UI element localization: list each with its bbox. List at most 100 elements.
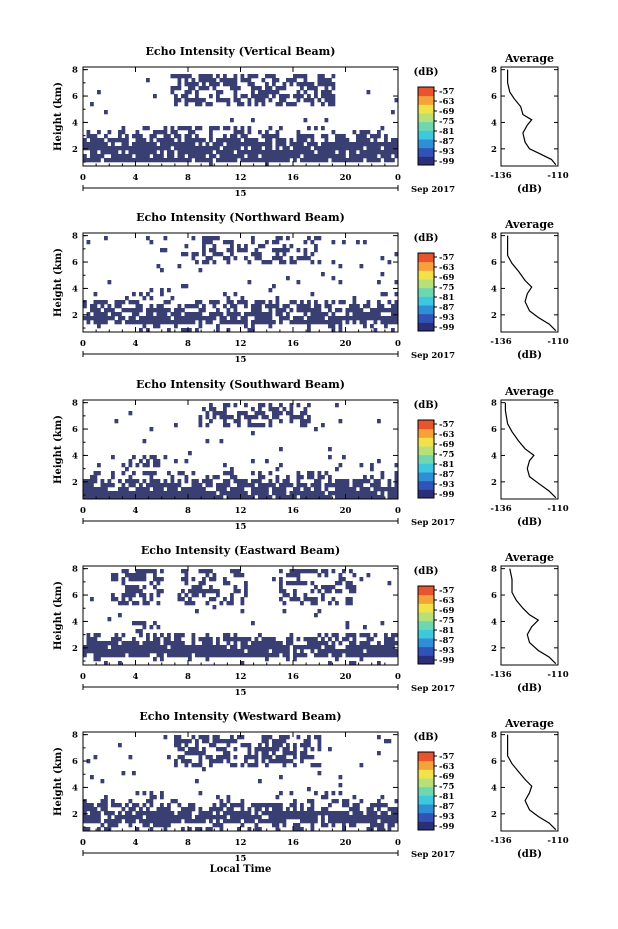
echo-cell xyxy=(380,308,385,313)
echo-cell xyxy=(170,312,175,317)
echo-cell xyxy=(314,791,318,796)
echo-cell xyxy=(86,146,91,151)
echo-cell xyxy=(310,134,315,139)
echo-cell xyxy=(184,815,189,820)
echo-cell xyxy=(237,491,241,496)
echo-cell xyxy=(338,300,343,305)
echo-cell xyxy=(135,629,140,634)
echo-cell xyxy=(394,138,399,143)
echo-cell xyxy=(300,755,304,760)
echo-cell xyxy=(212,82,217,87)
echo-cell xyxy=(272,158,276,163)
echo-cell xyxy=(181,597,185,602)
echo-cell xyxy=(226,795,231,800)
x-tick-label: 4 xyxy=(133,672,139,682)
echo-cell xyxy=(90,475,94,480)
echo-cell xyxy=(342,134,346,139)
avg-profile-line xyxy=(509,568,557,665)
echo-cell xyxy=(300,751,304,756)
echo-cell xyxy=(289,320,294,325)
echo-cell xyxy=(142,653,147,658)
colorbar-tick-label: -57 xyxy=(439,420,454,430)
x-tick-label: 0 xyxy=(80,173,86,183)
echo-cell xyxy=(177,479,182,484)
echo-cell xyxy=(342,142,346,147)
echo-cell xyxy=(345,158,350,163)
echo-cell xyxy=(195,158,199,163)
echo-cell xyxy=(233,487,238,492)
avg-y-tick-label: 2 xyxy=(491,145,497,155)
echo-cell xyxy=(177,158,182,163)
echo-cell xyxy=(216,487,220,492)
echo-cell xyxy=(149,593,154,598)
echo-cell xyxy=(335,467,339,472)
colorbar-segment xyxy=(418,279,434,289)
echo-cell xyxy=(265,487,269,492)
echo-cell xyxy=(359,819,364,824)
colorbar-segment xyxy=(418,121,434,131)
echo-cell xyxy=(286,479,290,484)
echo-cell xyxy=(279,585,283,590)
colorbar-segment xyxy=(418,760,434,770)
echo-cell xyxy=(345,320,350,325)
echo-cell xyxy=(324,320,329,325)
echo-cell xyxy=(170,150,175,155)
echo-cell xyxy=(279,589,283,594)
echo-cell xyxy=(251,755,255,760)
echo-cell xyxy=(254,150,259,155)
echo-cell xyxy=(373,819,378,824)
avg-y-tick-label: 6 xyxy=(491,425,497,435)
echo-cell xyxy=(359,150,364,155)
echo-cell xyxy=(219,649,224,654)
echo-cell xyxy=(177,739,182,744)
echo-cell xyxy=(156,308,161,313)
echo-cell xyxy=(90,134,94,139)
echo-cell xyxy=(377,130,381,135)
echo-cell xyxy=(209,312,213,317)
echo-cell xyxy=(307,787,311,792)
echo-cell xyxy=(275,803,280,808)
echo-cell xyxy=(370,807,374,812)
echo-cell xyxy=(205,811,210,816)
echo-cell xyxy=(331,86,336,91)
echo-cell xyxy=(275,649,280,654)
echo-cell xyxy=(135,815,140,820)
echo-cell xyxy=(244,811,248,816)
echo-cell xyxy=(202,138,206,143)
echo-cell xyxy=(345,649,350,654)
echo-cell xyxy=(324,312,329,317)
echo-cell xyxy=(226,423,231,428)
echo-cell xyxy=(149,597,154,602)
echo-cell xyxy=(303,308,308,313)
echo-cell xyxy=(387,581,392,586)
echo-cell xyxy=(289,403,294,408)
echo-cell xyxy=(310,471,315,476)
echo-cell xyxy=(107,483,112,488)
echo-cell xyxy=(132,593,136,598)
echo-cell xyxy=(83,827,87,832)
echo-cell xyxy=(380,126,385,131)
echo-cell xyxy=(247,649,252,654)
echo-cell xyxy=(93,312,98,317)
echo-cell xyxy=(265,150,269,155)
echo-cell xyxy=(345,487,350,492)
echo-cell xyxy=(198,74,203,79)
echo-cell xyxy=(244,316,248,321)
echo-cell xyxy=(83,803,87,808)
echo-cell xyxy=(300,320,304,325)
echo-cell xyxy=(184,653,189,658)
echo-cell xyxy=(328,455,332,460)
echo-cell xyxy=(226,98,231,103)
colorbar-segment xyxy=(418,638,434,648)
echo-cell xyxy=(149,649,154,654)
echo-cell xyxy=(286,653,290,658)
echo-cell xyxy=(366,811,371,816)
echo-cell xyxy=(240,126,245,131)
echo-cell xyxy=(338,308,343,313)
echo-cell xyxy=(356,134,360,139)
echo-cell xyxy=(314,819,318,824)
echo-cell xyxy=(352,573,357,578)
echo-cell xyxy=(90,803,94,808)
echo-cell xyxy=(349,585,353,590)
echo-cell xyxy=(223,138,227,143)
